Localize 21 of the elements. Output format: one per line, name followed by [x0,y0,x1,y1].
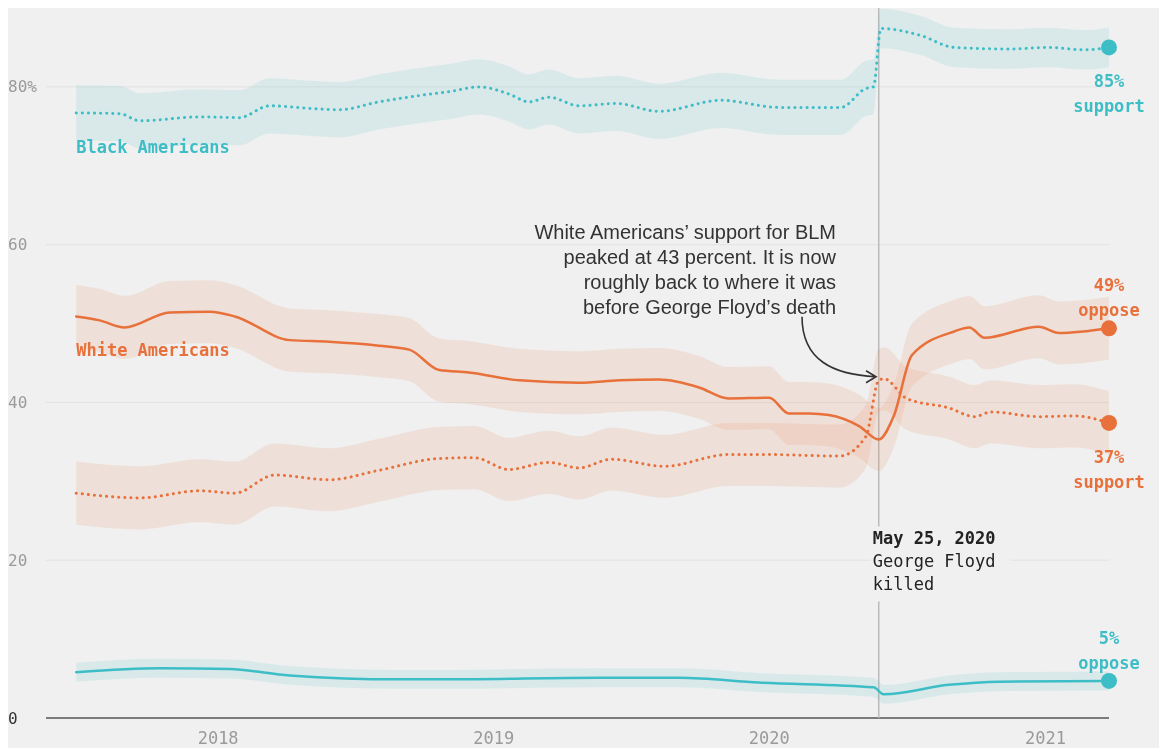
point [1101,39,1117,56]
point [1101,320,1117,337]
x-tick-label: 2018 [197,728,239,748]
data-label: 85% support [1073,71,1145,117]
x-tick-label: 2020 [748,728,790,748]
x-tick-label: 2021 [1025,728,1067,748]
y-tick-label: 80% [8,77,38,97]
y-tick-label: 0 [8,708,18,728]
series-label: Black Americans [76,136,230,157]
ref-line-label: May 25, 2020 George Floyd killed [872,528,996,595]
x-tick-label: 2019 [473,728,515,748]
y-tick-label: 40 [8,393,28,413]
annotation: White Americans’ support for BLM peaked at 43 percent. It is now roughly back to where it was before George Floyd’s death [534,220,837,318]
data-label: 37% support [1073,446,1145,492]
point [1101,414,1117,431]
y-tick-label: 20 [8,550,28,570]
y-tick-label: 60 [8,235,28,255]
data-label: 5% oppose [1078,627,1140,673]
point [1101,672,1117,689]
data-label: 49% oppose [1078,275,1140,321]
series-label: White Americans [76,340,230,361]
